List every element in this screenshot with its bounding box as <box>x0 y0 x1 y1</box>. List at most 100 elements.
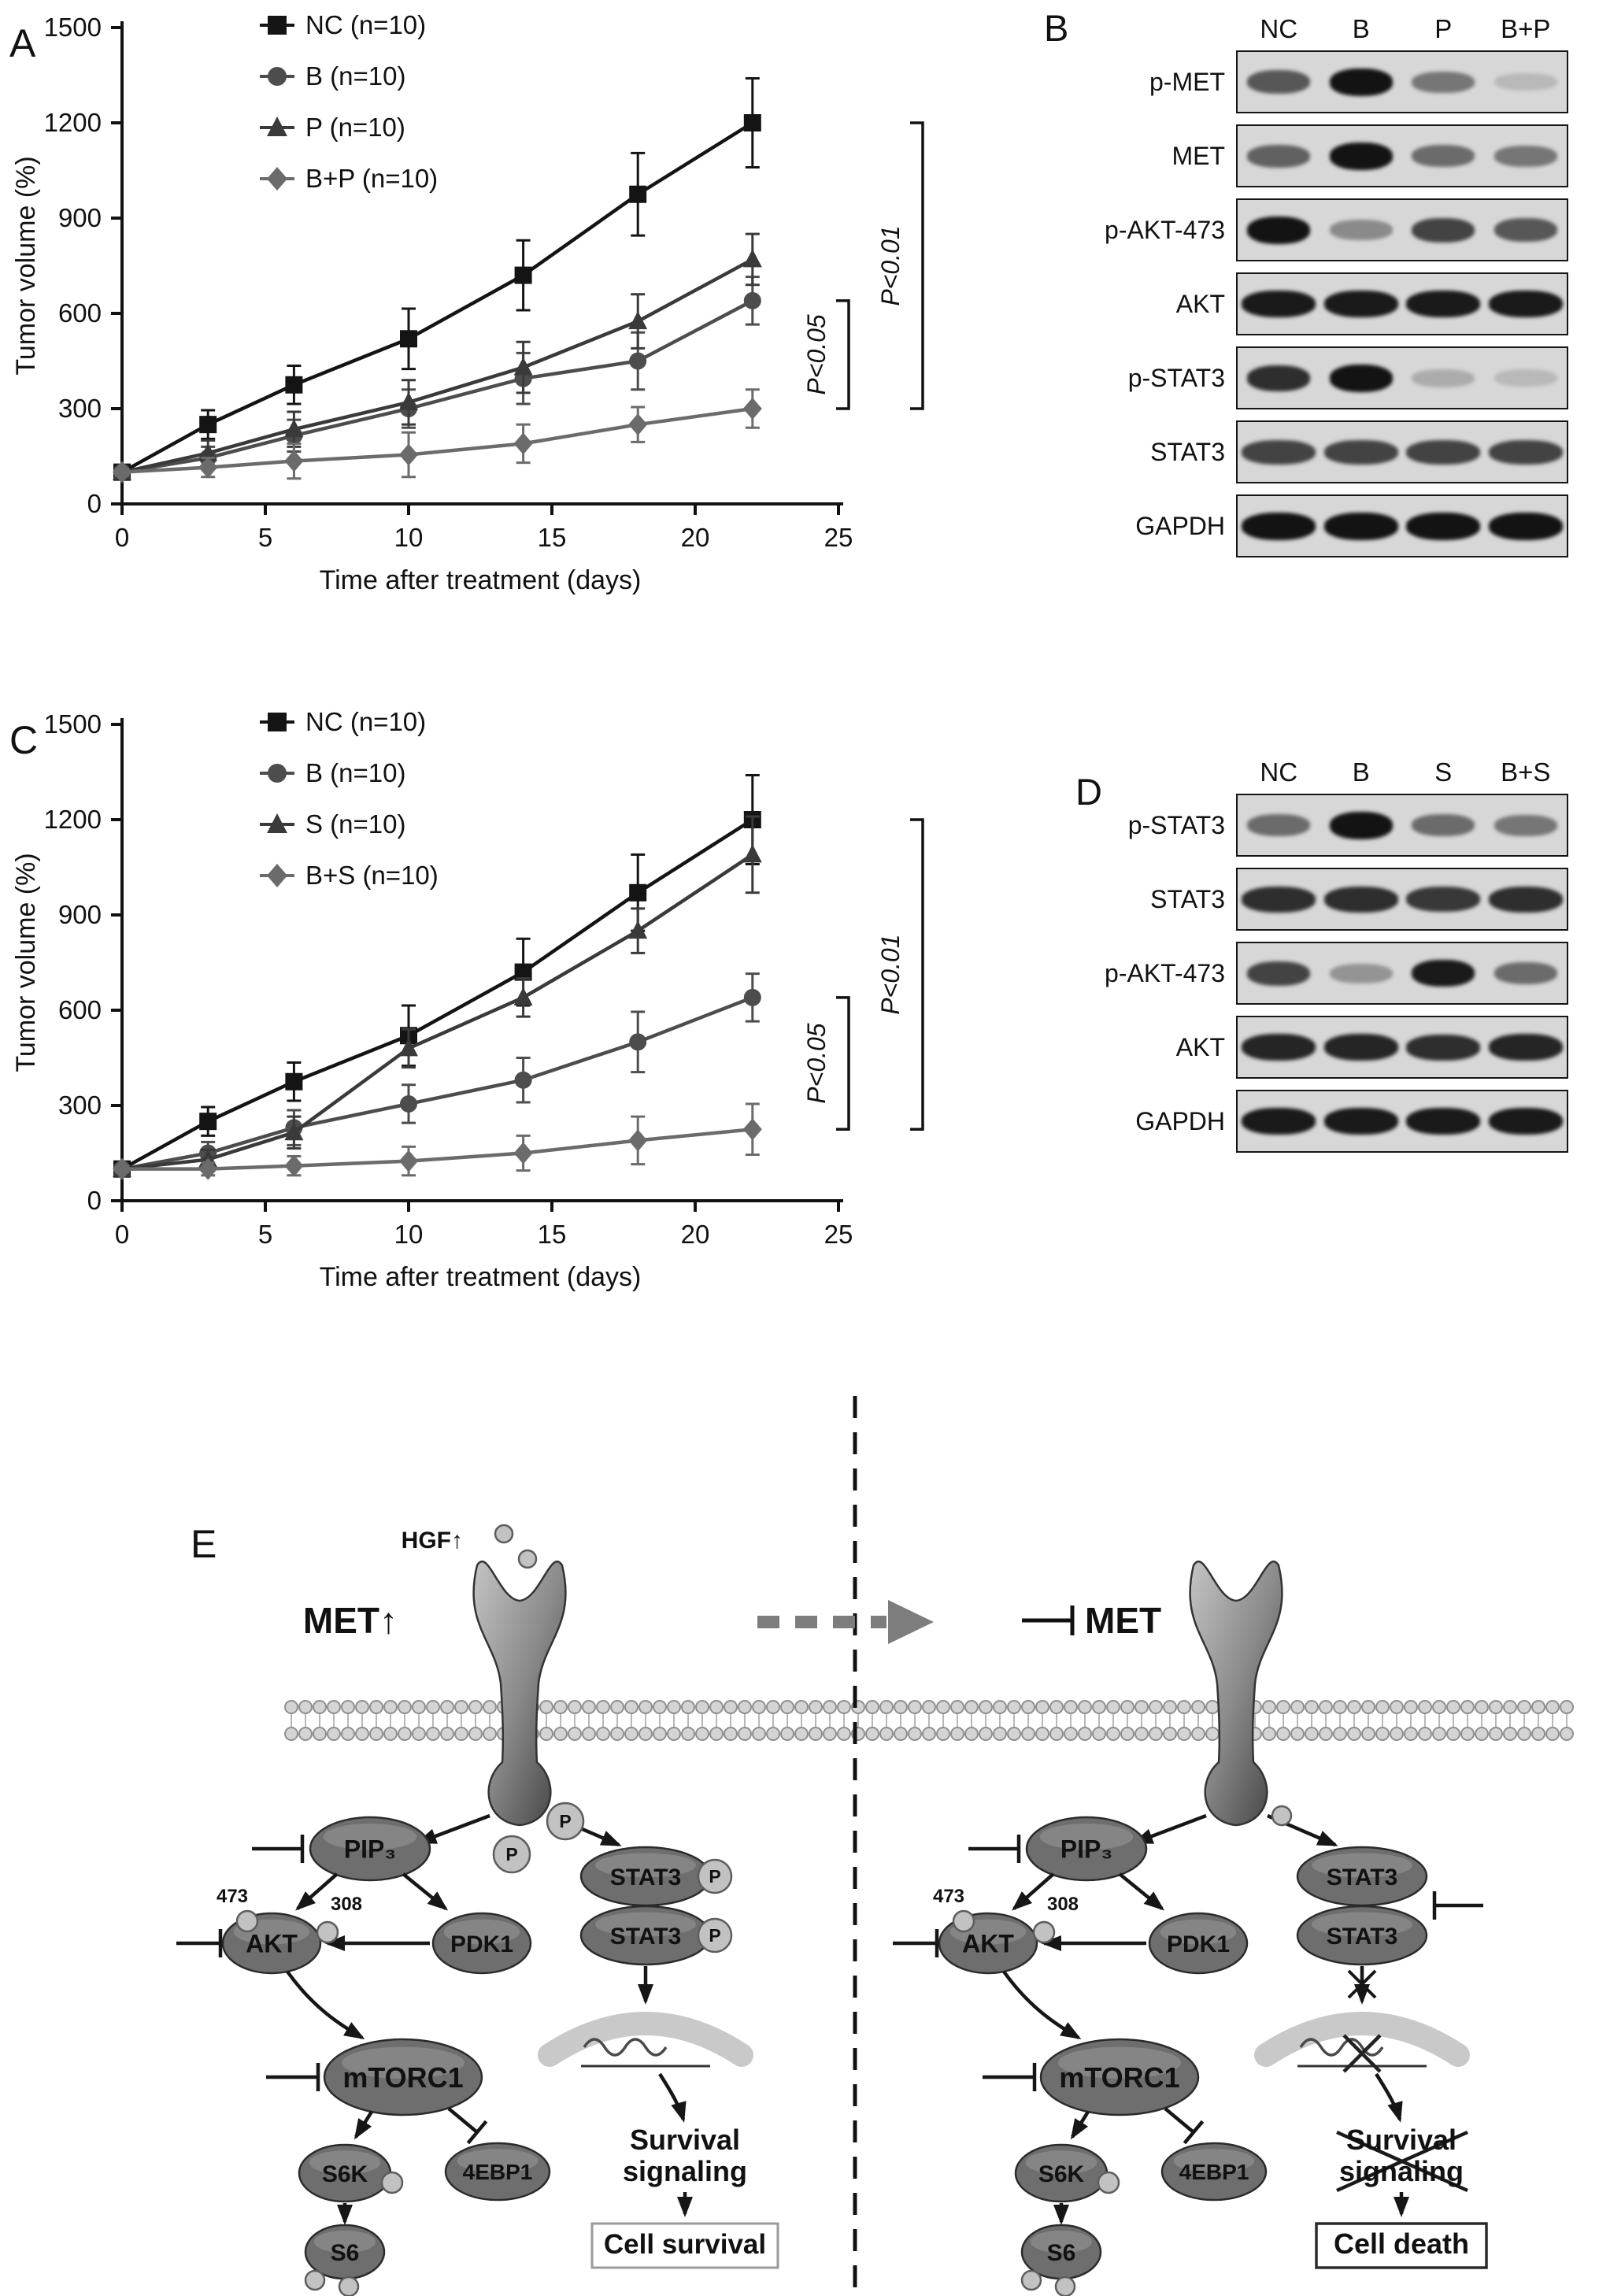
lipid-head <box>709 1727 724 1741</box>
blot-strip <box>1236 50 1568 113</box>
significance-bracket <box>910 121 924 410</box>
blot-lane <box>1238 422 1320 482</box>
phospho-circle <box>697 1858 733 1894</box>
error-bars <box>115 232 760 478</box>
lipid-head <box>809 1700 823 1714</box>
lipid-head <box>440 1727 454 1741</box>
lipid-head <box>724 1727 738 1741</box>
y-axis-label: Tumor volume (%) <box>11 156 41 375</box>
legend-label: P (n=10) <box>305 113 405 142</box>
blot-band <box>1488 291 1563 317</box>
mtorc1-node <box>323 2038 483 2116</box>
lipid-head <box>865 1727 879 1741</box>
x-tick-label: 20 <box>681 1220 710 1249</box>
blot-band <box>1242 886 1316 913</box>
error-bars <box>115 972 760 1175</box>
blot-lane <box>1320 274 1403 334</box>
node-highlight <box>323 1824 417 1850</box>
blot-band <box>1323 886 1398 913</box>
lipid-head <box>823 1700 837 1714</box>
lipid-head <box>1489 1700 1503 1714</box>
lipid-head <box>837 1700 851 1714</box>
diamond-marker <box>742 398 762 420</box>
square-marker <box>285 376 303 394</box>
node-highlight <box>457 2149 539 2173</box>
lipid-head <box>383 1727 398 1741</box>
lipid-head <box>1149 1727 1163 1741</box>
blot-row-label: AKT <box>1175 1032 1225 1061</box>
blot-lane <box>1402 943 1485 1003</box>
s6-node-label: S6 <box>331 2240 360 2266</box>
axes <box>120 21 843 505</box>
lipid-head <box>1205 1700 1220 1714</box>
node-highlight <box>1173 2149 1255 2173</box>
significance-bracket <box>836 299 850 410</box>
phospho-label: P <box>505 1844 517 1865</box>
lipid-head <box>653 1727 667 1741</box>
lipid-head <box>766 1727 780 1741</box>
square-marker <box>629 185 647 203</box>
lipid-head <box>993 1727 1007 1741</box>
lipid-head <box>624 1700 638 1714</box>
lipid-head <box>398 1727 412 1741</box>
lipid-head <box>1163 1727 1177 1741</box>
legend-label: B+P (n=10) <box>305 164 438 193</box>
blot-strip <box>1236 1090 1568 1153</box>
lipid-head <box>1545 1700 1560 1714</box>
blot-band <box>1242 1034 1316 1061</box>
mtorc1-4ebp1-inhibition <box>447 2107 479 2134</box>
blot-row: AKT <box>1023 1016 1590 1079</box>
lipid-head <box>1503 1700 1517 1714</box>
blot-lane <box>1238 274 1320 334</box>
lipid-head <box>553 1700 568 1714</box>
lipid-head <box>950 1727 964 1741</box>
met-label-right: MET <box>1085 1600 1161 1641</box>
panel-label: A <box>9 21 36 65</box>
blot-strip <box>1236 1016 1568 1079</box>
lipid-head <box>398 1700 412 1714</box>
y-tick-label: 1500 <box>44 13 102 42</box>
lipid-head <box>653 1700 667 1714</box>
hgf-label: HGF↑ <box>402 1528 463 1554</box>
lipid-head <box>369 1727 383 1741</box>
lipid-head <box>738 1727 752 1741</box>
mtorc1-node <box>1039 2038 1200 2116</box>
blot-band <box>1242 291 1316 317</box>
lipid-head <box>1021 1727 1035 1741</box>
lipid-head <box>681 1700 695 1714</box>
blot-row-label: p-AKT-473 <box>1105 958 1225 987</box>
blot-band <box>1323 439 1398 465</box>
circle-marker <box>743 988 761 1006</box>
y-tick-label: 900 <box>58 900 102 929</box>
blot-row: MET <box>1023 124 1590 187</box>
blot-lane <box>1402 200 1485 260</box>
blot-band <box>1329 364 1393 392</box>
panel-label-b: B <box>1044 7 1069 49</box>
diamond-marker <box>742 1118 762 1141</box>
square-marker <box>514 963 532 981</box>
blot-band <box>1329 811 1393 839</box>
lipid-head <box>1177 1727 1191 1741</box>
x-tick-label: 10 <box>394 523 424 552</box>
lipid-head <box>823 1727 837 1741</box>
triangle-marker <box>742 844 762 863</box>
lipid-head <box>1290 1700 1305 1714</box>
legend-label: S (n=10) <box>305 809 406 839</box>
lipid-head <box>327 1700 341 1714</box>
lipid-head <box>979 1727 993 1741</box>
legend-item: NC (n=10) <box>260 10 426 39</box>
lipid-head <box>341 1727 355 1741</box>
blot-lane <box>1238 943 1320 1003</box>
lipid-head <box>1347 1700 1361 1714</box>
series-line <box>121 257 753 474</box>
akt-node-label: AKT <box>246 1930 298 1958</box>
lipid-head <box>1432 1727 1446 1741</box>
blot-lane <box>1320 126 1403 186</box>
lipid-head <box>964 1700 979 1714</box>
blot-row: p-STAT3 <box>1023 346 1590 409</box>
blot-column-header: B+P <box>1501 14 1551 43</box>
blot-column-header: B <box>1352 14 1370 43</box>
phospho-circle <box>546 1802 585 1841</box>
panel-c-chart: C 0 300 600 900 1200 1500 0 5 10 15 20 25 Tumor volum… <box>9 707 924 1292</box>
blot-lane <box>1320 795 1403 855</box>
